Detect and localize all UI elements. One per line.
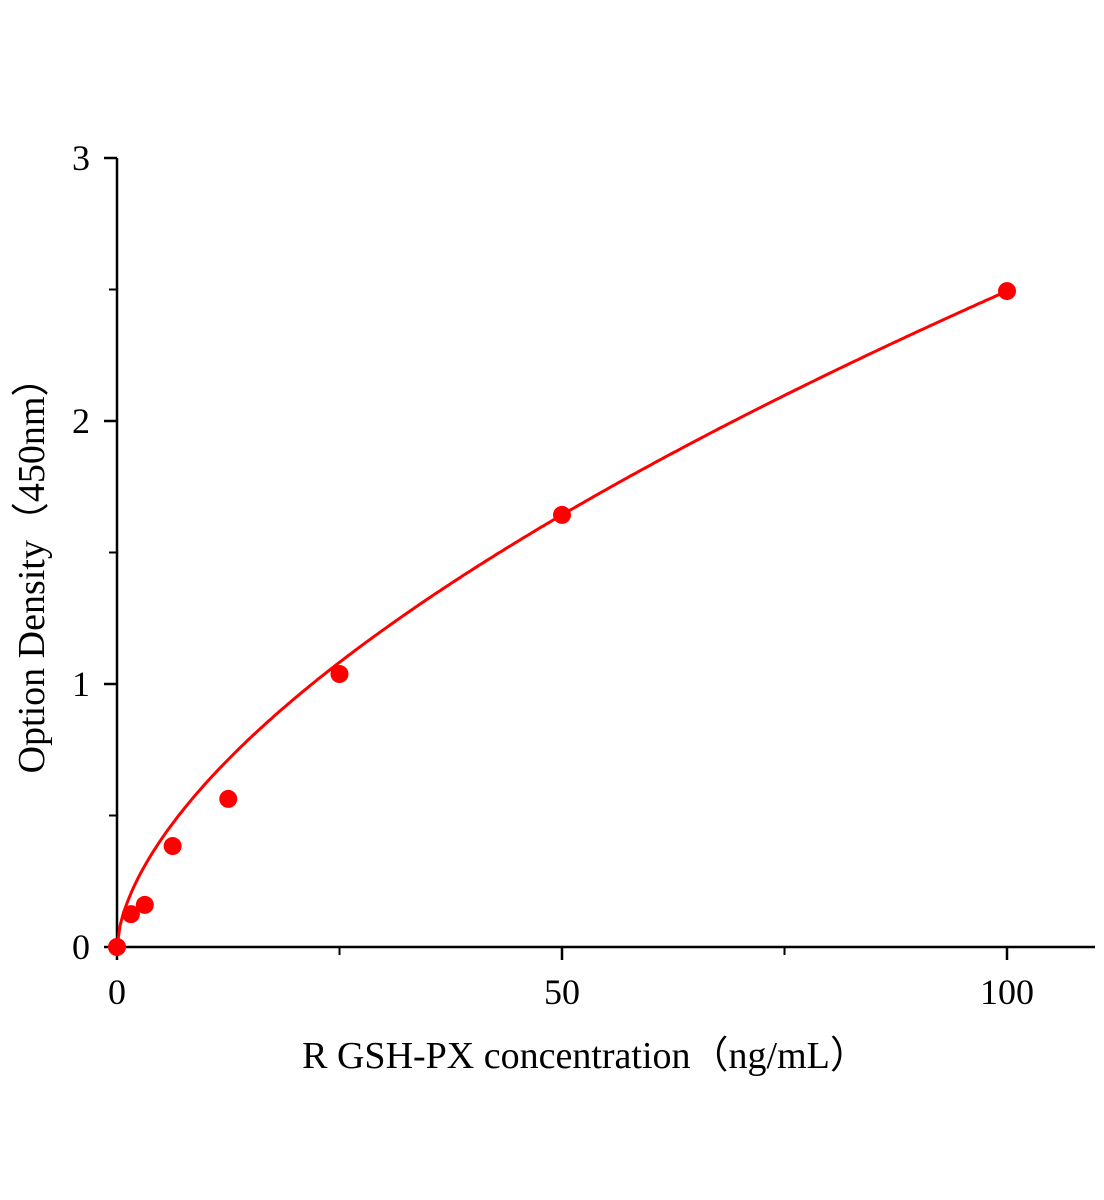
y-tick-label: 0 — [72, 927, 90, 967]
y-tick-label: 1 — [72, 664, 90, 704]
x-tick-label: 50 — [544, 972, 580, 1012]
x-tick-label: 0 — [108, 972, 126, 1012]
data-points — [108, 282, 1016, 956]
data-point — [108, 938, 126, 956]
y-tick-label: 3 — [72, 138, 90, 178]
y-tick-label: 2 — [72, 401, 90, 441]
x-tick-label: 100 — [980, 972, 1034, 1012]
x-axis-label: R GSH-PX concentration（ng/mL） — [302, 1035, 868, 1077]
data-point — [998, 282, 1016, 301]
fit-curve — [115, 289, 1008, 948]
data-point — [163, 837, 182, 856]
data-point — [330, 665, 349, 684]
data-point — [553, 505, 571, 524]
y-axis-label: Option Density（450nm） — [11, 359, 53, 774]
data-point — [219, 789, 238, 808]
data-point — [121, 905, 140, 924]
ticks: 0 50 100 0 1 2 3 — [72, 138, 1034, 1012]
data-point — [135, 895, 154, 914]
axes — [115, 158, 1095, 949]
